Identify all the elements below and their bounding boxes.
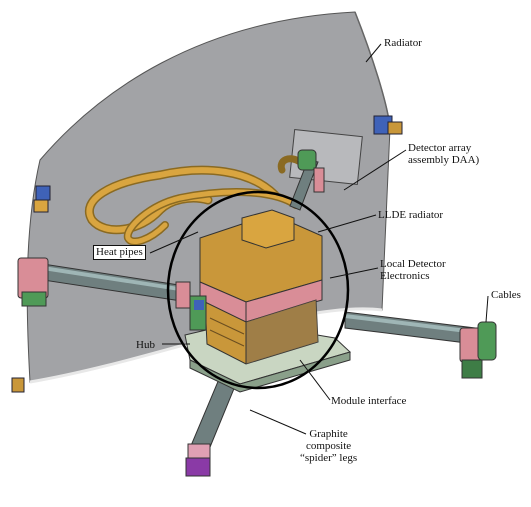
label-local-detector-electronics: Local Detector Electronics: [380, 258, 446, 282]
label-module-interface: Module interface: [331, 395, 407, 407]
label-radiator: Radiator: [384, 37, 422, 49]
detector-housing: [175, 209, 323, 365]
label-spider-legs: Graphite composite “spider” legs: [300, 428, 358, 464]
label-heat-pipes: Heat pipes: [93, 245, 146, 260]
label-llde-radiator: LLDE radiator: [378, 209, 444, 221]
spider-legs: [29, 159, 476, 453]
radiator-brackets: [11, 115, 403, 393]
leg-joints: [17, 149, 497, 477]
leader-lines: [149, 43, 489, 435]
label-cables: Cables: [491, 289, 521, 301]
callout-ellipse: [166, 190, 350, 390]
label-hub: Hub: [136, 339, 155, 351]
label-detector-array-assembly: Detector array assembly DAA): [408, 142, 480, 166]
